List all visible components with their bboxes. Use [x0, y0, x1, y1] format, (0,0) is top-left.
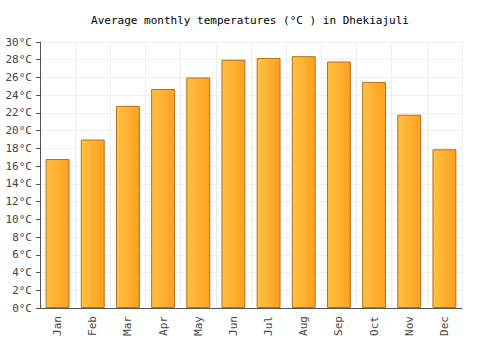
svg-text:Sep: Sep — [332, 316, 345, 336]
svg-text:Mar: Mar — [121, 316, 134, 336]
svg-text:22°C: 22°C — [6, 106, 33, 119]
svg-text:6°C: 6°C — [12, 248, 32, 261]
svg-text:May: May — [192, 316, 205, 336]
svg-text:Dec: Dec — [438, 316, 451, 336]
svg-text:Nov: Nov — [403, 316, 416, 336]
svg-text:Jun: Jun — [227, 316, 240, 336]
svg-text:Average monthly temperatures (: Average monthly temperatures (°C ) in Dh… — [91, 14, 409, 27]
svg-text:Feb: Feb — [86, 316, 99, 336]
svg-text:Apr: Apr — [157, 316, 170, 336]
svg-text:26°C: 26°C — [6, 71, 33, 84]
svg-text:8°C: 8°C — [12, 231, 32, 244]
svg-text:0°C: 0°C — [12, 302, 32, 315]
svg-text:12°C: 12°C — [6, 195, 33, 208]
svg-text:16°C: 16°C — [6, 160, 33, 173]
svg-text:24°C: 24°C — [6, 89, 33, 102]
svg-text:18°C: 18°C — [6, 142, 33, 155]
svg-text:28°C: 28°C — [6, 53, 33, 66]
svg-text:4°C: 4°C — [12, 266, 32, 279]
svg-text:Oct: Oct — [368, 316, 381, 336]
svg-text:10°C: 10°C — [6, 213, 33, 226]
svg-text:2°C: 2°C — [12, 284, 32, 297]
svg-text:Aug: Aug — [297, 316, 310, 336]
svg-text:20°C: 20°C — [6, 124, 33, 137]
svg-text:30°C: 30°C — [6, 36, 33, 49]
svg-text:Jan: Jan — [51, 316, 64, 336]
svg-text:14°C: 14°C — [6, 177, 33, 190]
svg-text:Jul: Jul — [262, 316, 275, 336]
